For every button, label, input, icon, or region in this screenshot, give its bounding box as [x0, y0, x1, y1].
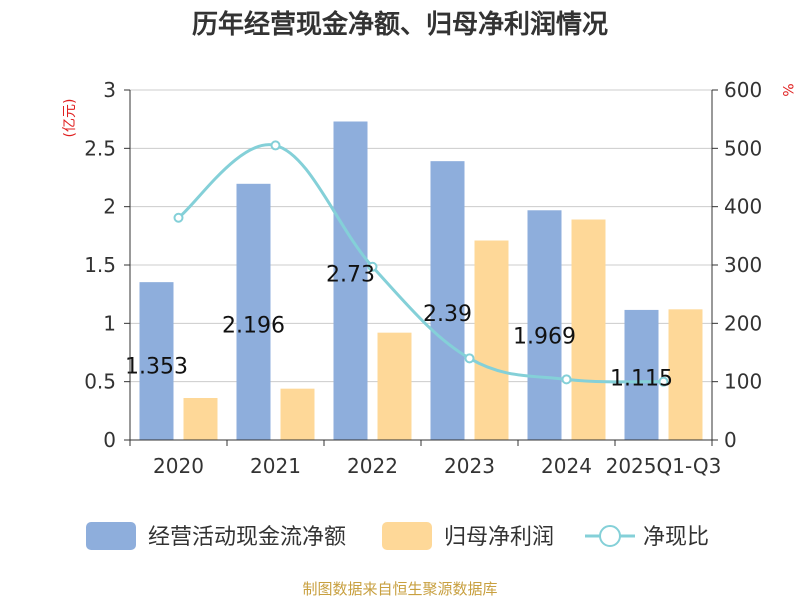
legend-marker-ratio [599, 525, 621, 547]
chart-title: 历年经营现金净额、归母净利润情况 [192, 9, 608, 40]
legend-label: 经营活动现金流净额 [148, 525, 346, 550]
data-label: 2.73 [326, 263, 375, 288]
legend-label: 净现比 [643, 525, 709, 550]
bar-net-profit [474, 240, 509, 440]
right-tick-label: 200 [724, 311, 762, 335]
bar-net-profit [377, 332, 412, 440]
left-tick-label: 3 [103, 78, 116, 102]
right-axis-unit: % [779, 83, 795, 96]
x-tick-label: 2022 [347, 454, 398, 478]
right-tick-label: 500 [724, 136, 762, 160]
line-point [173, 212, 184, 223]
left-tick-label: 0 [103, 428, 116, 452]
left-tick-label: 0.5 [84, 370, 116, 394]
line-point [561, 374, 572, 385]
right-tick-label: 0 [724, 428, 737, 452]
line-point [367, 261, 378, 272]
left-axis-unit: (亿元) [62, 99, 78, 138]
legend-swatch-operating-cash-flow [86, 522, 136, 550]
x-tick-label: 2024 [541, 454, 592, 478]
bars [139, 121, 703, 441]
source-note: 制图数据来自恒生聚源数据库 [302, 580, 497, 598]
bar-net-profit [183, 398, 218, 440]
right-tick-label: 100 [724, 370, 762, 394]
bar-operating-cash-flow [430, 161, 465, 440]
x-tick-label: 2023 [444, 454, 495, 478]
legend: 经营活动现金流净额 归母净利润 净现比 [86, 522, 709, 550]
x-tick-label: 2020 [153, 454, 204, 478]
left-tick-label: 1.5 [84, 253, 116, 277]
bar-operating-cash-flow [333, 121, 368, 440]
left-tick-label: 1 [103, 311, 116, 335]
bar-net-profit [280, 388, 315, 440]
data-label: 2.39 [423, 302, 472, 327]
bar-net-profit [668, 309, 703, 440]
data-label: 1.969 [513, 325, 576, 350]
data-labels: 1.353 2.196 2.73 2.39 1.969 1.115 [125, 263, 673, 392]
line-point [658, 376, 669, 387]
axes: 0 0.5 1 1.5 2 2.5 3 0 100 200 300 400 500 600 2020 2021… [84, 78, 762, 478]
line-point [270, 140, 281, 151]
bar-net-profit [571, 219, 606, 440]
right-tick-label: 300 [724, 253, 762, 277]
legend-label: 归母净利润 [444, 525, 554, 550]
line-point [464, 353, 475, 364]
bar-operating-cash-flow [624, 309, 659, 440]
bar-operating-cash-flow [139, 282, 174, 440]
x-tick-label: 2025Q1-Q3 [606, 454, 722, 478]
left-tick-label: 2 [103, 195, 116, 219]
data-label: 2.196 [222, 313, 285, 338]
bar-operating-cash-flow [527, 210, 562, 440]
bar-operating-cash-flow [236, 183, 271, 441]
x-tick-label: 2021 [250, 454, 301, 478]
right-tick-label: 400 [724, 195, 762, 219]
legend-swatch-net-profit [382, 522, 432, 550]
data-label: 1.115 [610, 366, 673, 391]
left-tick-label: 2.5 [84, 136, 116, 160]
right-tick-label: 600 [724, 78, 762, 102]
data-label: 1.353 [125, 355, 188, 380]
line-series [173, 140, 669, 387]
